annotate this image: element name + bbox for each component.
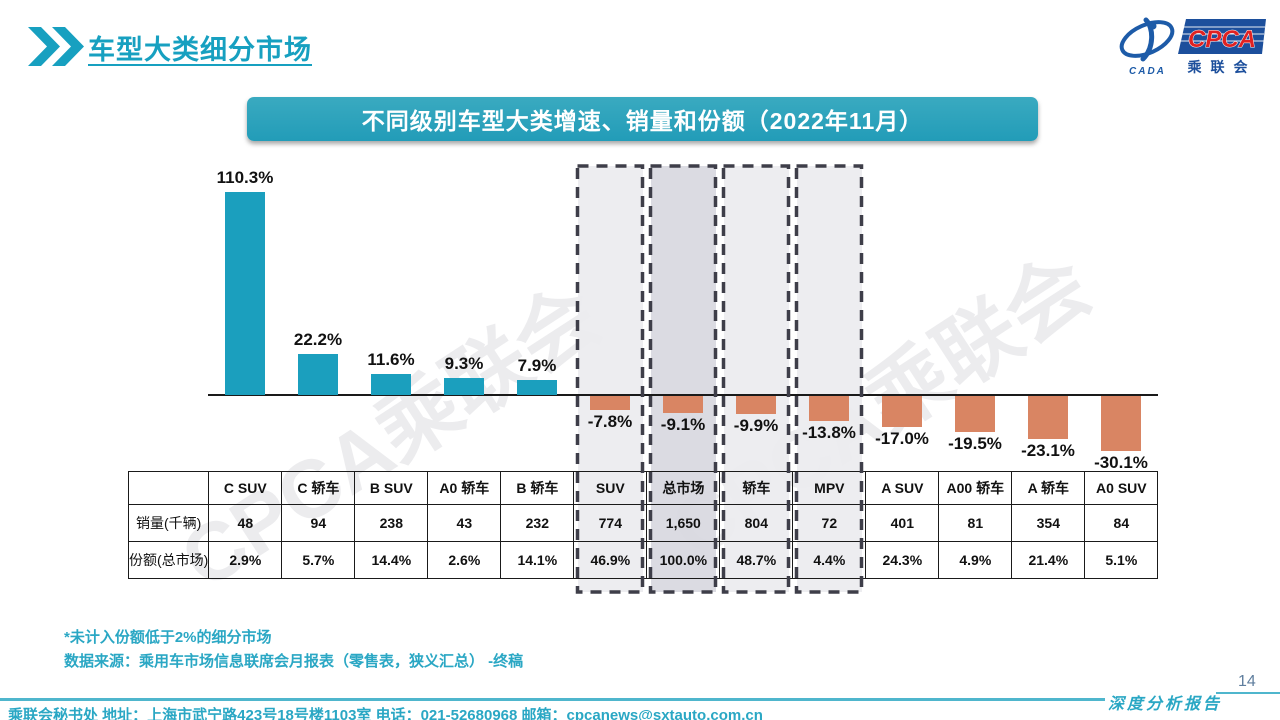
table-cell: 354	[1011, 504, 1086, 542]
table-column-header: A0 轿车	[427, 471, 502, 505]
bar-value-label: -9.9%	[733, 416, 779, 435]
table-column-header: C 轿车	[281, 471, 356, 505]
table-cell: 774	[573, 504, 648, 542]
cpca-logo: CADA CPCA 乘联会	[1119, 17, 1266, 77]
table-cell: 84	[1084, 504, 1159, 542]
bar-value-label: -17.0%	[875, 429, 929, 448]
bar-value-label: 9.3%	[444, 354, 484, 373]
table-cell: 48	[208, 504, 283, 542]
chart-title-banner: 不同级别车型大类增速、销量和份额（2022年11月）	[247, 97, 1038, 141]
bar-value-label: 7.9%	[517, 356, 557, 375]
table-column-header: B SUV	[354, 471, 429, 505]
table-column-header: A 轿车	[1011, 471, 1086, 505]
table-cell: 232	[500, 504, 575, 542]
double-chevron-icon	[28, 27, 84, 66]
bar-value-label: 11.6%	[367, 350, 415, 369]
table-column-header: SUV	[573, 471, 648, 505]
bar-value-label: -13.8%	[802, 423, 856, 442]
table-row-label: 销量(千辆)	[127, 504, 210, 542]
bar-value-label: 110.3%	[216, 168, 274, 187]
table-column-header: B 轿车	[500, 471, 575, 505]
page-number: 14	[1238, 673, 1256, 690]
table-cell: 5.1%	[1084, 541, 1159, 579]
table-row: 销量(千辆) 48 94 238 43 232 774 1,650 804 72 401 81 354 8…	[127, 504, 1159, 542]
table-cell: 21.4%	[1011, 541, 1086, 579]
bar-value-label: -7.8%	[587, 412, 633, 431]
bar-value-label: -19.5%	[948, 434, 1002, 453]
table-cell: 81	[938, 504, 1013, 542]
table-cell: 94	[281, 504, 356, 542]
table-column-header: A SUV	[865, 471, 940, 505]
bar-value-label: -9.1%	[660, 415, 706, 434]
bar-C SUV	[225, 192, 265, 395]
table-cell: 238	[354, 504, 429, 542]
table-cell: 43	[427, 504, 502, 542]
page-title: 车型大类细分市场	[88, 35, 312, 65]
bar-A00 轿车	[955, 396, 995, 432]
table-cell: 48.7%	[719, 541, 794, 579]
logo-name-cn: 乘联会	[1187, 59, 1257, 75]
bar-value-label: -30.1%	[1094, 453, 1148, 472]
footer-divider-line	[0, 698, 1105, 701]
table-column-header: 轿车	[719, 471, 794, 505]
table-cell: 4.4%	[792, 541, 867, 579]
bar-A SUV	[882, 396, 922, 427]
table-cell: 5.7%	[281, 541, 356, 579]
bar-B SUV	[371, 374, 411, 395]
table-cell: 14.1%	[500, 541, 575, 579]
table-cell: 72	[792, 504, 867, 542]
table-cell: 2.9%	[208, 541, 283, 579]
table-column-header: MPV	[792, 471, 867, 505]
table-corner-cell	[127, 471, 210, 505]
bar-SUV	[590, 396, 630, 410]
page-number-line	[1216, 692, 1280, 694]
table-cell: 2.6%	[427, 541, 502, 579]
bar-B 轿车	[517, 380, 557, 395]
bar-MPV	[809, 396, 849, 421]
table-column-header: A0 SUV	[1084, 471, 1159, 505]
table-cell: 24.3%	[865, 541, 940, 579]
table-cell: 14.4%	[354, 541, 429, 579]
table-column-header: A00 轿车	[938, 471, 1013, 505]
bar-A0 轿车	[444, 378, 484, 395]
footnote-share-threshold: *未计入份额低于2%的细分市场	[64, 629, 272, 646]
bar-轿车	[736, 396, 776, 414]
logo-cpca-text: CPCA	[1188, 26, 1256, 53]
table-cell: 804	[719, 504, 794, 542]
report-type-label: 深度分析报告	[1108, 696, 1223, 713]
bar-A 轿车	[1028, 396, 1068, 439]
table-row-label: 份额(总市场)	[127, 541, 210, 579]
table-column-header: 总市场	[646, 471, 721, 505]
table-cell: 4.9%	[938, 541, 1013, 579]
table-cell: 100.0%	[646, 541, 721, 579]
segment-data-table: C SUV C 轿车 B SUV A0 轿车 B 轿车 SUV 总市场 轿车 MPV A SUV A…	[127, 471, 1159, 579]
bar-总市场	[663, 396, 703, 413]
footnote-data-source: 数据来源：乘用车市场信息联席会月报表（零售表，狭义汇总） -终稿	[64, 653, 524, 670]
chart-title: 不同级别车型大类增速、销量和份额（2022年11月）	[361, 108, 924, 134]
table-cell: 46.9%	[573, 541, 648, 579]
table-cell: 401	[865, 504, 940, 542]
table-cell: 1,650	[646, 504, 721, 542]
bar-value-label: -23.1%	[1021, 441, 1075, 460]
footer-contact-info: 乘联会秘书处 地址：上海市武宁路423号18号楼1103室 电话：021-526…	[8, 707, 763, 720]
table-column-header: C SUV	[208, 471, 283, 505]
table-row: 份额(总市场) 2.9% 5.7% 14.4% 2.6% 14.1% 46.9% 100.0%…	[127, 541, 1159, 579]
logo-cada-text: CADA	[1129, 66, 1166, 77]
bar-A0 SUV	[1101, 396, 1141, 451]
bar-value-label: 22.2%	[293, 330, 343, 349]
bar-C 轿车	[298, 354, 338, 395]
